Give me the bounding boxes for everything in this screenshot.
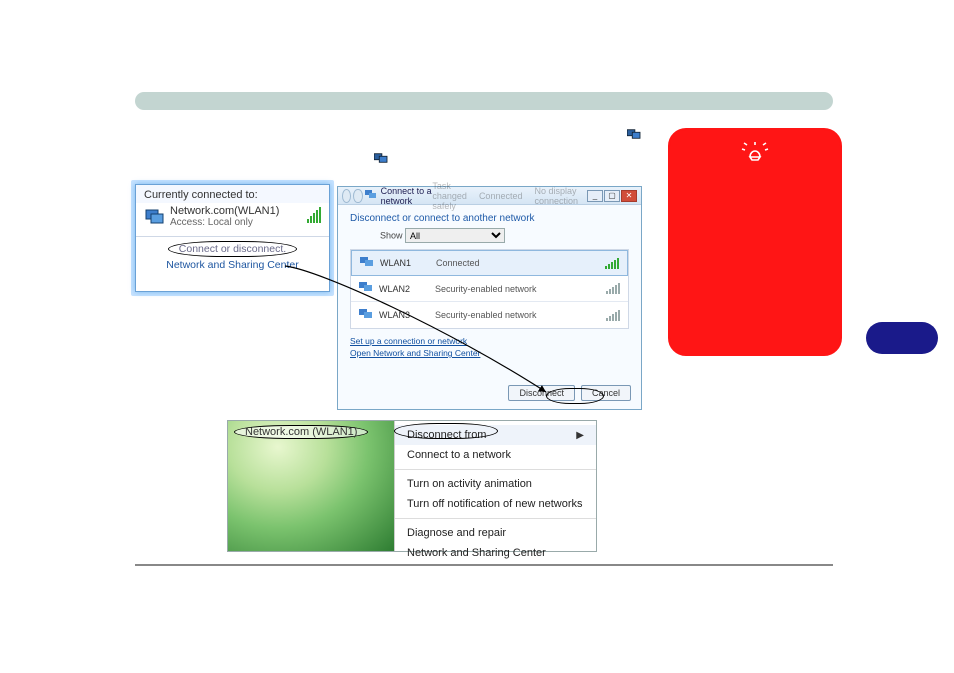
- nav-back-icon[interactable]: [342, 189, 351, 203]
- open-network-center-link[interactable]: Open Network and Sharing Center: [350, 347, 629, 359]
- nav-fwd-icon[interactable]: [353, 189, 362, 203]
- cancel-button[interactable]: Cancel: [581, 385, 631, 401]
- network-name: WLAN1: [380, 258, 430, 268]
- tray-tooltip: Network.com (WLAN1): [234, 425, 368, 439]
- menu-activity-animation[interactable]: Turn on activity animation: [395, 474, 596, 494]
- submenu-arrow-icon: ▶: [576, 430, 584, 441]
- network-name: WLAN3: [379, 310, 429, 320]
- connect-disconnect-link[interactable]: Connect or disconnect.: [168, 241, 297, 257]
- network-icon: [359, 281, 373, 296]
- network-icon: [144, 206, 166, 228]
- network-row[interactable]: Network.com(WLAN1) Access: Local only: [136, 203, 329, 230]
- disconnect-button[interactable]: Disconnect: [508, 385, 575, 401]
- ghost-tabs: Task changed safely Connected No display…: [432, 181, 578, 211]
- minimize-button[interactable]: _: [587, 190, 603, 202]
- network-status: Security-enabled network: [435, 310, 600, 320]
- network-name: Network.com(WLAN1): [170, 205, 279, 217]
- show-label: Show: [380, 231, 403, 241]
- current-connection-popup: Currently connected to: Network.com(WLAN…: [135, 184, 330, 292]
- network-tray-icon[interactable]: [627, 128, 641, 140]
- list-item[interactable]: WLAN1 Connected: [351, 250, 628, 276]
- signal-icon: [605, 258, 619, 269]
- desktop-wallpaper: [228, 421, 394, 551]
- network-icon: [360, 256, 374, 271]
- menu-connect-network[interactable]: Connect to a network: [395, 445, 596, 465]
- window-titlebar[interactable]: Connect to a network Task changed safely…: [338, 187, 641, 205]
- list-item[interactable]: WLAN2 Security-enabled network: [351, 276, 628, 302]
- network-icon: [359, 308, 373, 323]
- warning-panel: [668, 128, 842, 356]
- popup-header: Currently connected to:: [136, 185, 329, 203]
- window-title: Connect to a network: [381, 186, 433, 206]
- network-status: Security-enabled network: [435, 284, 600, 294]
- connect-network-window: Connect to a network Task changed safely…: [337, 186, 642, 410]
- close-button[interactable]: ✕: [621, 190, 637, 202]
- signal-icon: [606, 310, 620, 321]
- show-select[interactable]: All: [405, 228, 505, 243]
- menu-disconnect-from[interactable]: Disconnect from▶: [395, 425, 596, 445]
- signal-icon: [606, 283, 620, 294]
- side-pill: [866, 322, 938, 354]
- maximize-button[interactable]: ▢: [604, 190, 620, 202]
- menu-diagnose-repair[interactable]: Diagnose and repair: [395, 523, 596, 543]
- setup-connection-link[interactable]: Set up a connection or network: [350, 335, 629, 347]
- network-name: WLAN2: [379, 284, 429, 294]
- list-item[interactable]: WLAN3 Security-enabled network: [351, 302, 628, 328]
- network-status: Connected: [436, 258, 599, 268]
- network-tray-icon[interactable]: [374, 152, 388, 164]
- menu-network-center[interactable]: Network and Sharing Center: [395, 543, 596, 563]
- window-title-icon: [365, 189, 377, 202]
- menu-turn-off-notification[interactable]: Turn off notification of new networks: [395, 494, 596, 514]
- network-center-link[interactable]: Network and Sharing Center: [142, 259, 323, 271]
- tray-context-menu: Disconnect from▶ Connect to a network Tu…: [394, 421, 596, 551]
- tray-context-strip: Network.com (WLAN1) Disconnect from▶ Con…: [227, 420, 597, 552]
- divider-bar: [135, 92, 833, 110]
- alarm-icon: [741, 140, 769, 169]
- network-access: Access: Local only: [170, 217, 279, 228]
- signal-icon: [307, 207, 321, 226]
- network-list: WLAN1 Connected WLAN2 Security-enabled n…: [350, 249, 629, 329]
